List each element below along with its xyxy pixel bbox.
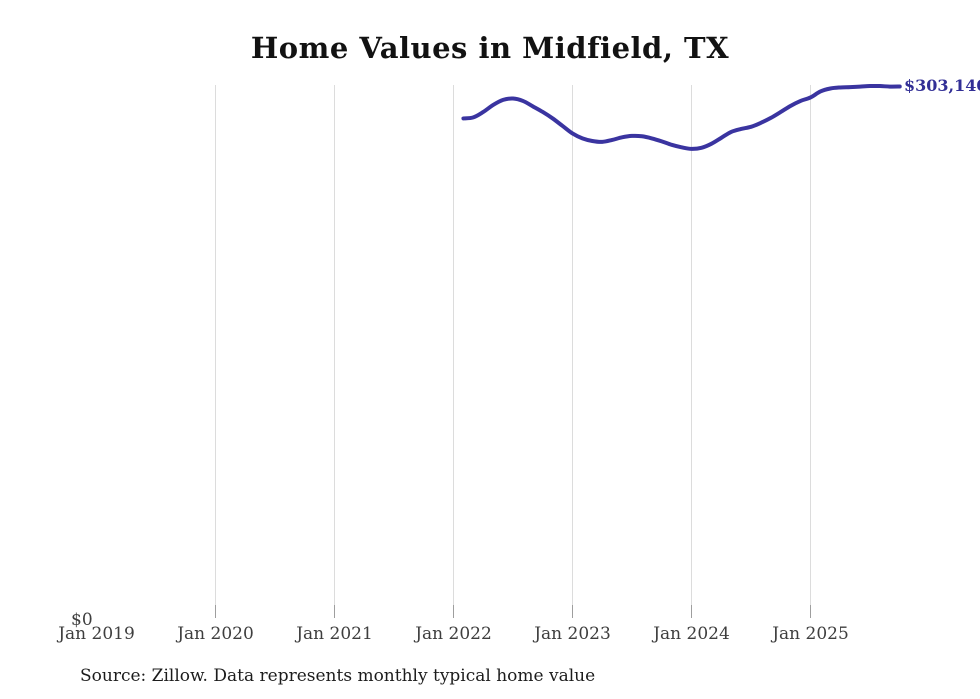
x-tick-label: Jan 2023 — [534, 624, 611, 644]
y-axis-zero-label: $0 — [71, 610, 93, 630]
x-tick-label: Jan 2025 — [772, 624, 849, 644]
chart-title: Home Values in Midfield, TX — [250, 31, 730, 65]
home-value-line — [461, 83, 902, 151]
x-tick-label: Jan 2019 — [58, 624, 135, 644]
source-note: Source: Zillow. Data represents monthly … — [80, 666, 596, 686]
latest-value-label: $303,140 — [904, 76, 980, 95]
x-tick-label: Jan 2020 — [177, 624, 254, 644]
x-tick-label: Jan 2022 — [415, 624, 492, 644]
x-tick-label: Jan 2024 — [653, 624, 730, 644]
x-tick-label: Jan 2021 — [296, 624, 373, 644]
